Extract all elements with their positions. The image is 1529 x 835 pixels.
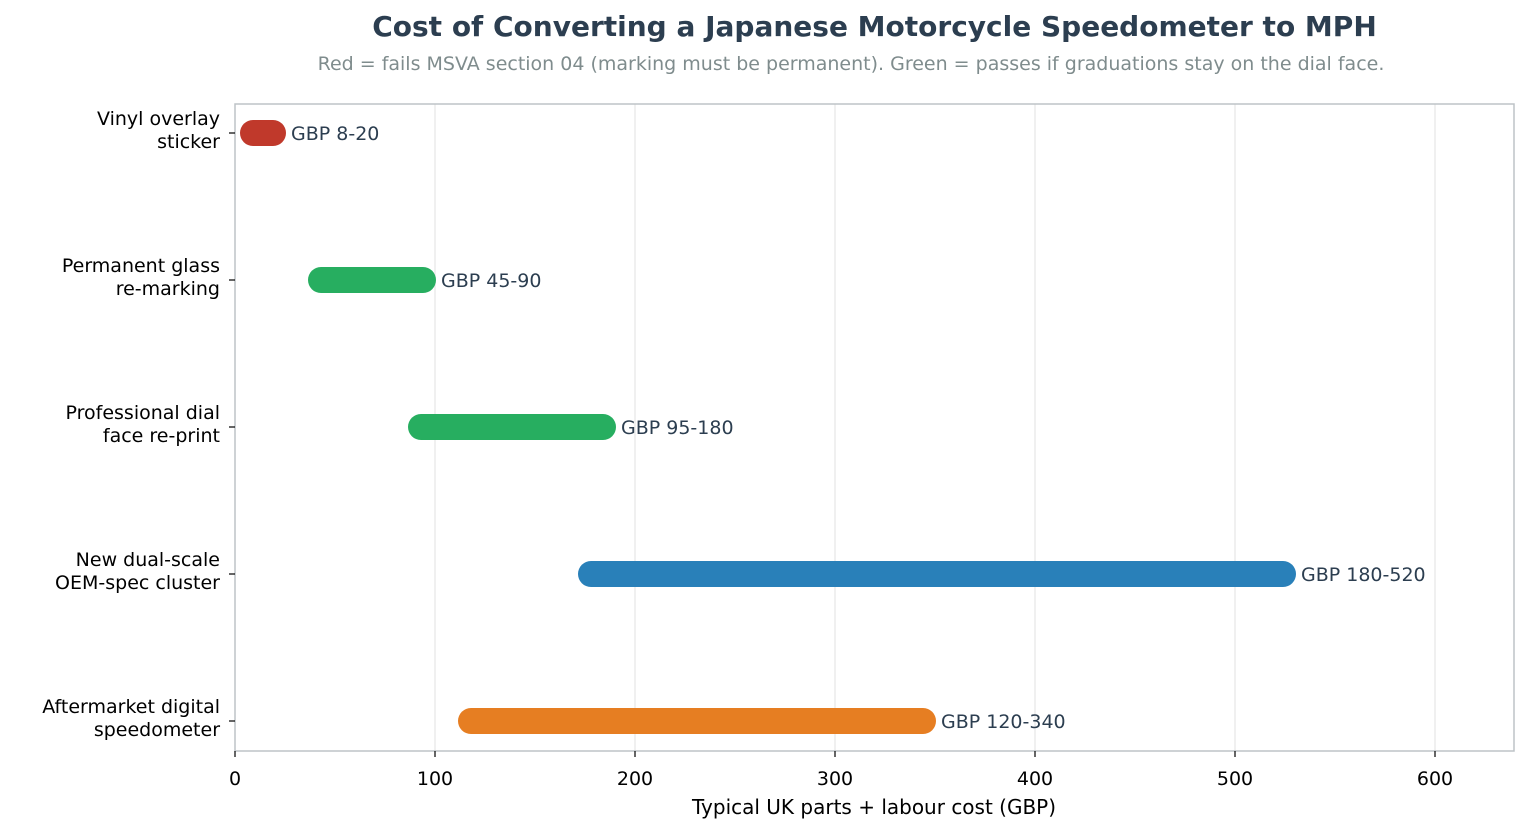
chart-title: Cost of Converting a Japanese Motorcycle…: [372, 10, 1377, 43]
chart-subtitle: Red = fails MSVA section 04 (marking mus…: [317, 53, 1385, 75]
x-tick-label: 0: [229, 768, 241, 790]
data-label: GBP 8-20: [291, 123, 379, 145]
x-tick-label: 100: [417, 768, 453, 790]
category-label: Professional dial face re-print: [66, 402, 221, 447]
data-label: GBP 95-180: [621, 417, 734, 439]
category-label: New dual-scale OEM-spec cluster: [55, 549, 220, 594]
range-bar: [240, 120, 286, 146]
category-label: Permanent glass re-marking: [62, 255, 220, 300]
x-tick-label: 600: [1417, 768, 1453, 790]
range-bar: [308, 267, 436, 293]
category-label: Vinyl overlay sticker: [97, 108, 220, 153]
data-label: GBP 45-90: [441, 270, 541, 292]
range-bar: [578, 561, 1296, 587]
x-tick-label: 300: [817, 768, 853, 790]
x-tick-label: 200: [617, 768, 653, 790]
data-label: GBP 180-520: [1301, 564, 1426, 586]
x-tick-label: 500: [1217, 768, 1253, 790]
range-bar: [408, 414, 616, 440]
x-tick-label: 400: [1017, 768, 1053, 790]
data-label: GBP 120-340: [941, 711, 1066, 733]
x-axis-title: Typical UK parts + labour cost (GBP): [691, 795, 1056, 819]
category-label: Aftermarket digital speedometer: [42, 696, 220, 741]
range-bar: [458, 708, 936, 734]
